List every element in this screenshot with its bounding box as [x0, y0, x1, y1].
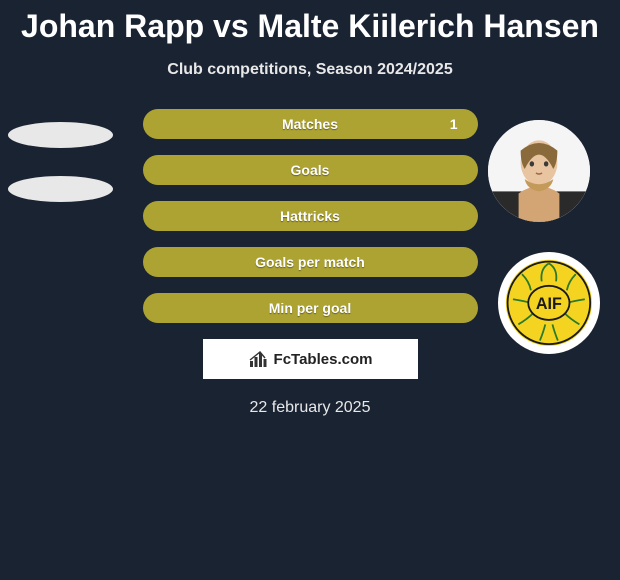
- stat-bar-hattricks: Hattricks: [143, 201, 478, 231]
- stats-bars: Matches 1 Goals Hattricks Goals per matc…: [0, 109, 620, 323]
- watermark-text: FcTables.com: [274, 351, 373, 368]
- stat-label: Min per goal: [269, 300, 351, 316]
- watermark-badge: FcTables.com: [203, 339, 418, 379]
- stat-label: Goals: [291, 162, 330, 178]
- stat-value: 1: [450, 116, 458, 132]
- page-subtitle: Club competitions, Season 2024/2025: [0, 61, 620, 79]
- stat-row: Goals per match: [0, 247, 620, 277]
- stat-label: Goals per match: [255, 254, 365, 270]
- stat-bar-matches: Matches 1: [143, 109, 478, 139]
- page-title: Johan Rapp vs Malte Kiilerich Hansen: [0, 0, 620, 45]
- stat-label: Hattricks: [280, 208, 340, 224]
- stat-label: Matches: [282, 116, 338, 132]
- stat-bar-goals: Goals: [143, 155, 478, 185]
- stat-bar-min-per-goal: Min per goal: [143, 293, 478, 323]
- stat-row: Matches 1: [0, 109, 620, 139]
- stat-row: Hattricks: [0, 201, 620, 231]
- comparison-date: 22 february 2025: [0, 399, 620, 417]
- stat-row: Goals: [0, 155, 620, 185]
- stat-row: Min per goal: [0, 293, 620, 323]
- bar-chart-icon: [248, 349, 268, 369]
- stat-bar-goals-per-match: Goals per match: [143, 247, 478, 277]
